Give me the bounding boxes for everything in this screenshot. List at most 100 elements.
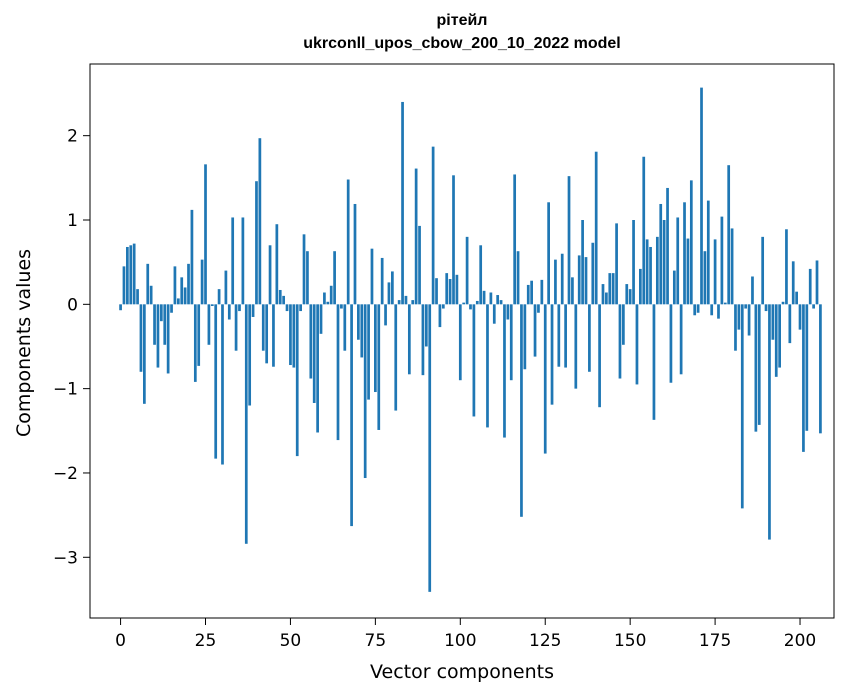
bar-77 <box>380 257 384 305</box>
x-axis-ticks: 0 25 50 75 100 125 150 175 200 <box>115 618 816 651</box>
bar-15 <box>170 304 173 313</box>
bar-21 <box>190 209 194 305</box>
bar-59 <box>319 304 323 334</box>
bar-101 <box>462 302 466 305</box>
bar-39 <box>251 304 255 317</box>
bar-75 <box>374 304 377 393</box>
x-tick-label: 150 <box>614 631 646 651</box>
bar-136 <box>581 220 584 305</box>
bar-12 <box>159 304 163 322</box>
bar-134 <box>574 304 578 389</box>
bar-87 <box>414 168 418 305</box>
bar-100 <box>458 304 462 381</box>
bar-99 <box>455 274 459 305</box>
bar-27 <box>210 304 214 307</box>
bar-143 <box>605 292 608 305</box>
bar-66 <box>343 304 347 351</box>
bar-198 <box>791 261 795 305</box>
bar-128 <box>554 259 557 305</box>
y-tick-label: 1 <box>67 211 78 231</box>
bar-127 <box>550 304 554 405</box>
bar-155 <box>645 239 649 305</box>
bar-200 <box>798 304 802 330</box>
bar-190 <box>764 304 768 312</box>
bar-118 <box>520 304 523 517</box>
bar-185 <box>747 304 751 336</box>
bar-133 <box>571 277 574 305</box>
bar-95 <box>441 304 445 309</box>
bar-71 <box>360 304 364 358</box>
bar-91 <box>428 304 432 592</box>
bar-24 <box>200 259 204 305</box>
bar-144 <box>608 273 612 305</box>
x-tick-label: 50 <box>280 631 302 651</box>
bar-194 <box>778 304 781 368</box>
bar-123 <box>537 304 540 313</box>
y-tick-label: 2 <box>67 127 78 147</box>
bar-26 <box>207 304 211 345</box>
bar-150 <box>628 289 632 305</box>
bar-108 <box>486 304 489 428</box>
bar-153 <box>639 268 642 305</box>
bar-147 <box>618 304 622 379</box>
bar-186 <box>751 276 754 305</box>
bar-80 <box>391 271 394 305</box>
bar-0 <box>119 304 122 311</box>
bar-83 <box>401 101 404 305</box>
bar-109 <box>489 292 493 305</box>
bar-97 <box>448 279 452 305</box>
bar-197 <box>788 304 792 344</box>
bar-126 <box>547 202 550 305</box>
bar-72 <box>363 304 367 479</box>
bar-135 <box>577 255 581 305</box>
bar-146 <box>615 223 618 305</box>
bar-57 <box>312 304 316 403</box>
bar-36 <box>241 217 245 305</box>
bar-20 <box>187 263 190 305</box>
bar-201 <box>802 304 805 452</box>
bar-199 <box>795 291 798 305</box>
bar-138 <box>588 304 591 372</box>
bar-38 <box>248 304 252 406</box>
bar-55 <box>306 251 309 305</box>
bar-23 <box>197 304 201 366</box>
bar-202 <box>805 304 809 431</box>
bar-205 <box>815 260 819 305</box>
bar-14 <box>166 304 170 374</box>
bar-115 <box>509 304 513 381</box>
plot-area-frame <box>89 63 835 619</box>
bar-88 <box>418 225 421 305</box>
bar-48 <box>282 295 285 305</box>
bar-78 <box>384 304 387 326</box>
bar-25 <box>204 164 207 305</box>
bar-90 <box>424 304 428 347</box>
bar-52 <box>295 304 299 457</box>
bar-1 <box>122 266 126 305</box>
bar-93 <box>435 278 438 305</box>
bar-203 <box>808 268 812 305</box>
bar-152 <box>635 304 639 385</box>
bar-69 <box>353 203 357 305</box>
bar-44 <box>268 245 272 305</box>
bar-29 <box>217 289 221 305</box>
bar-174 <box>710 304 714 316</box>
y-axis-label: Components values <box>13 249 35 437</box>
bar-188 <box>757 304 761 425</box>
bar-8 <box>146 263 150 305</box>
bars-group <box>119 87 822 592</box>
bar-31 <box>224 270 228 305</box>
bar-2 <box>126 246 129 305</box>
bar-116 <box>513 174 517 305</box>
x-tick-label: 175 <box>699 631 731 651</box>
bar-160 <box>662 220 666 305</box>
bar-129 <box>557 304 561 367</box>
x-tick-label: 100 <box>444 631 476 651</box>
bar-86 <box>411 300 415 305</box>
bar-162 <box>669 304 673 383</box>
bar-204 <box>812 304 815 309</box>
bar-112 <box>499 300 503 305</box>
y-tick-label: −3 <box>53 548 78 568</box>
bar-163 <box>672 270 676 305</box>
